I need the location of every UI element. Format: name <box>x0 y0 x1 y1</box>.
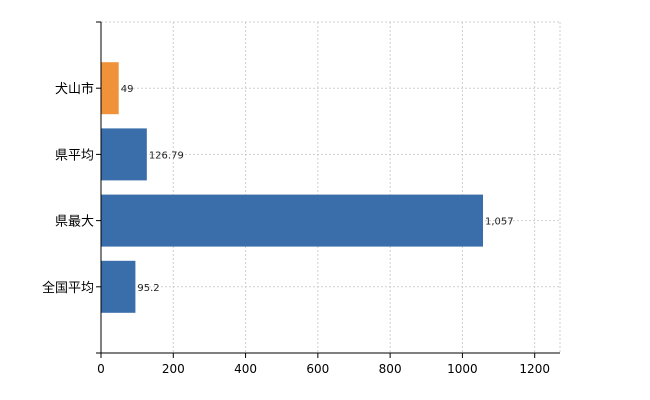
data-label: 1,057 <box>485 217 514 228</box>
data-label: 126.79 <box>149 150 184 161</box>
bar <box>101 260 136 313</box>
x-tick-label: 400 <box>234 362 257 376</box>
x-tick-label: 800 <box>379 362 402 376</box>
x-tick-label: 1200 <box>519 362 550 376</box>
x-tick-label: 1000 <box>447 362 478 376</box>
y-tick-label: 県最大 <box>55 215 94 230</box>
bars <box>101 62 484 313</box>
bar <box>101 194 484 247</box>
data-label: 49 <box>121 84 134 95</box>
x-tick-label: 0 <box>97 362 105 376</box>
y-tick-label: 県平均 <box>55 148 94 163</box>
x-tick-label: 200 <box>162 362 185 376</box>
grid-lines <box>101 21 561 353</box>
x-tick-label: 600 <box>306 362 329 376</box>
data-label: 95.2 <box>137 283 159 294</box>
y-tick-label: 全国平均 <box>42 280 94 296</box>
bar <box>101 62 119 115</box>
bar <box>101 128 147 181</box>
y-tick-label: 犬山市 <box>55 81 94 97</box>
axes <box>96 21 560 358</box>
labels: 49 犬山市 126.79 県平均 1,057 県最大 95.2 全国平均 0 200 400 600… <box>42 81 550 376</box>
